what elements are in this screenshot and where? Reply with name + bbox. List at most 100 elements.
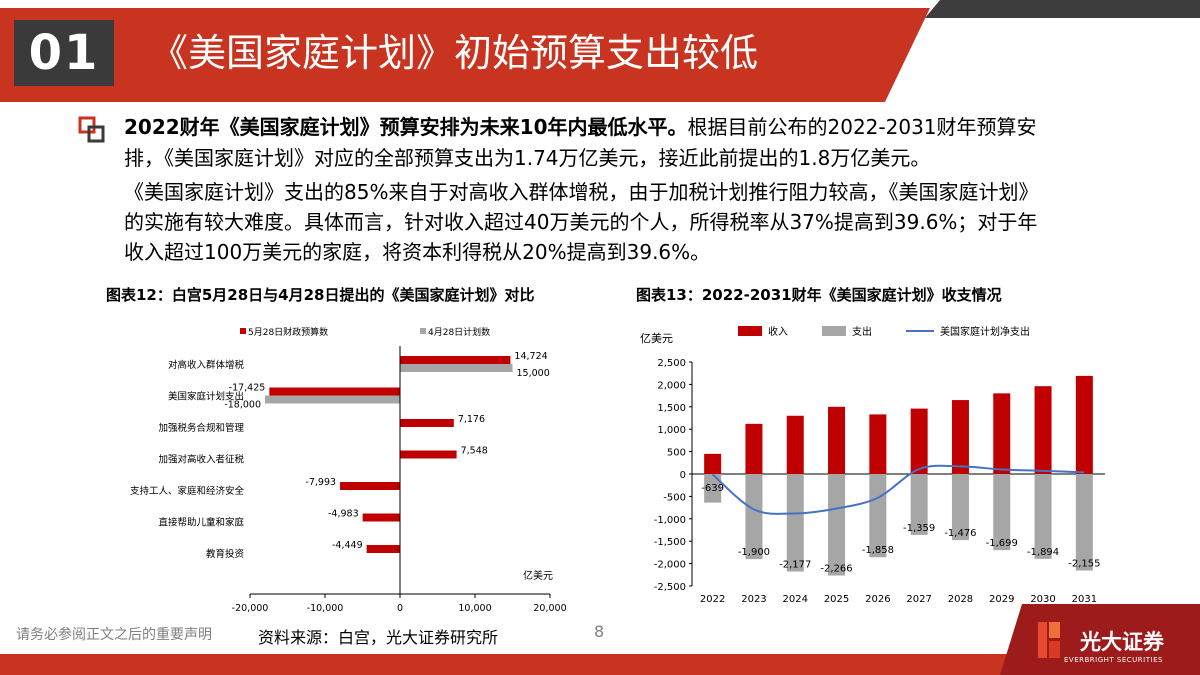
y-tick-label: -1,000 (654, 515, 686, 526)
bar-plan (265, 395, 400, 404)
value-label: 14,724 (514, 351, 547, 362)
bar-expense (1075, 474, 1093, 571)
bar-expense (910, 474, 928, 535)
bar-budget (400, 419, 454, 427)
bar-revenue (828, 406, 846, 474)
bar-expense (828, 474, 846, 576)
value-label: -4,983 (328, 509, 359, 520)
bar-revenue (869, 414, 887, 474)
x-tick-label: 0 (397, 603, 403, 614)
legend-label-net: 美国家庭计划净支出 (940, 325, 1030, 338)
paragraph-1-line-1: 2022财年《美国家庭计划》预算安排为未来10年内最低水平。根据目前公布的202… (124, 112, 1154, 142)
bar-expense (993, 474, 1011, 551)
x-tick-label: 2024 (783, 594, 808, 605)
value-label: -4,449 (332, 540, 363, 551)
y-tick-label: 1,500 (657, 403, 686, 414)
bar-revenue (993, 393, 1011, 474)
bar-revenue (704, 453, 722, 474)
category-label: 直接帮助儿童和家庭 (158, 517, 244, 529)
bar-revenue (786, 415, 804, 474)
legend-swatch-expense (822, 326, 846, 336)
bar-expense (786, 474, 804, 572)
bar-budget (366, 545, 400, 553)
brand-name: 光大证券 (1080, 630, 1164, 654)
legend-label-2: 4月28日计划数 (428, 326, 490, 338)
bar-budget (269, 387, 400, 396)
expense-value-label: -1,900 (738, 547, 770, 558)
y-tick-label: -2,500 (654, 582, 686, 593)
brand-logo-icon (1038, 622, 1060, 658)
x-tick-label: 2026 (865, 594, 890, 605)
page-number: 8 (594, 622, 605, 641)
bar-revenue (745, 423, 763, 474)
bar-expense (745, 474, 763, 560)
paragraph-2-line-2: 的实施有较大难度。具体而言，针对收入超过40万美元的个人，所得税率从37%提高到… (124, 210, 1038, 234)
legend-label-revenue: 收入 (768, 325, 788, 338)
value-label: 15,000 (517, 368, 550, 379)
y-tick-label: 2,000 (657, 380, 686, 391)
disclaimer-note: 请务必参阅正文之后的重要声明 (16, 627, 212, 643)
bar-plan (400, 364, 513, 372)
x-tick-label: 10,000 (458, 603, 491, 614)
bar-budget (362, 513, 400, 522)
paragraph-2-line-3: 收入超过100万美元的家庭，将资本利得税从20%提高到39.6%。 (124, 240, 711, 264)
bar-revenue (910, 408, 928, 474)
bar-expense (1034, 474, 1052, 559)
bar-revenue (1075, 375, 1093, 474)
x-tick-label: -10,000 (307, 603, 344, 614)
y-axis-label: 亿美元 (640, 332, 673, 345)
x-tick-label: -20,000 (232, 603, 269, 614)
x-tick-label: 2028 (948, 594, 973, 605)
legend-label-1: 5月28日财政预算数 (248, 326, 328, 338)
expense-value-label: -1,858 (862, 545, 894, 556)
bar-budget (400, 356, 511, 364)
category-label: 加强对高收入者征税 (158, 454, 244, 466)
category-label: 美国家庭计划支出 (168, 391, 244, 403)
figure-12-title: 图表12：白宫5月28日与4月28日提出的《美国家庭计划》对比 (106, 286, 535, 304)
value-label: -18,000 (224, 400, 261, 411)
expense-value-label: -639 (701, 483, 724, 494)
y-tick-label: -2,000 (654, 560, 686, 571)
category-label: 教育投资 (206, 548, 245, 560)
line-net-spending (711, 464, 1085, 515)
x-tick-label: 2025 (824, 594, 849, 605)
value-label: 7,548 (461, 446, 488, 457)
footer-bar (0, 654, 1020, 675)
paragraph-2-line-1: 《美国家庭计划》支出的85%来自于对高收入群体增税，由于加税计划推行阻力较高，《… (124, 180, 1039, 204)
bar-revenue (951, 400, 969, 474)
expense-value-label: -1,894 (1027, 547, 1059, 558)
x-tick-label: 2023 (741, 594, 766, 605)
brand-name-en: EVERBRIGHT SECURITIES (1064, 656, 1163, 664)
bullet-square-icon (78, 116, 105, 143)
bar-expense (704, 474, 722, 503)
value-label: 7,176 (458, 414, 485, 425)
legend-swatch-2 (420, 328, 426, 334)
header-banner (0, 0, 1200, 102)
value-label: -17,425 (229, 383, 266, 394)
category-label: 对高收入群体增税 (168, 359, 245, 371)
x-tick-label: 2027 (906, 594, 931, 605)
slide-title: 《美国家庭计划》初始预算支出较低 (150, 31, 759, 75)
category-label: 支持工人、家庭和经济安全 (130, 485, 245, 497)
figure-13-title: 图表13：2022-2031财年《美国家庭计划》收支情况 (636, 286, 1002, 304)
y-tick-label: 0 (680, 470, 686, 481)
expense-value-label: -1,699 (986, 538, 1018, 549)
expense-value-label: -2,266 (820, 564, 852, 575)
expense-value-label: -2,155 (1068, 559, 1100, 570)
unit-label: 亿美元 (523, 569, 553, 582)
y-tick-label: 1,000 (657, 425, 686, 436)
slide-number: 01 (28, 25, 100, 81)
value-label: -7,993 (305, 477, 336, 488)
y-tick-label: 500 (667, 448, 686, 459)
legend-swatch-1 (240, 328, 246, 334)
x-tick-label: 2022 (700, 594, 725, 605)
bar-budget (340, 482, 400, 490)
paragraph-1-line-2: 排，《美国家庭计划》对应的全部预算支出为1.74万亿美元，接近此前提出的1.8万… (124, 146, 931, 170)
x-tick-label: 2029 (989, 594, 1014, 605)
y-tick-label: -500 (663, 492, 686, 503)
data-source: 资料来源：白宫，光大证券研究所 (258, 628, 499, 647)
chart-revenue-expense: 亿美元 收入 支出 美国家庭计划净支出 2,500 2,000 1,500 1,000 500 0… (640, 325, 1105, 605)
bar-revenue (1034, 386, 1052, 474)
bar-expense (951, 474, 969, 541)
